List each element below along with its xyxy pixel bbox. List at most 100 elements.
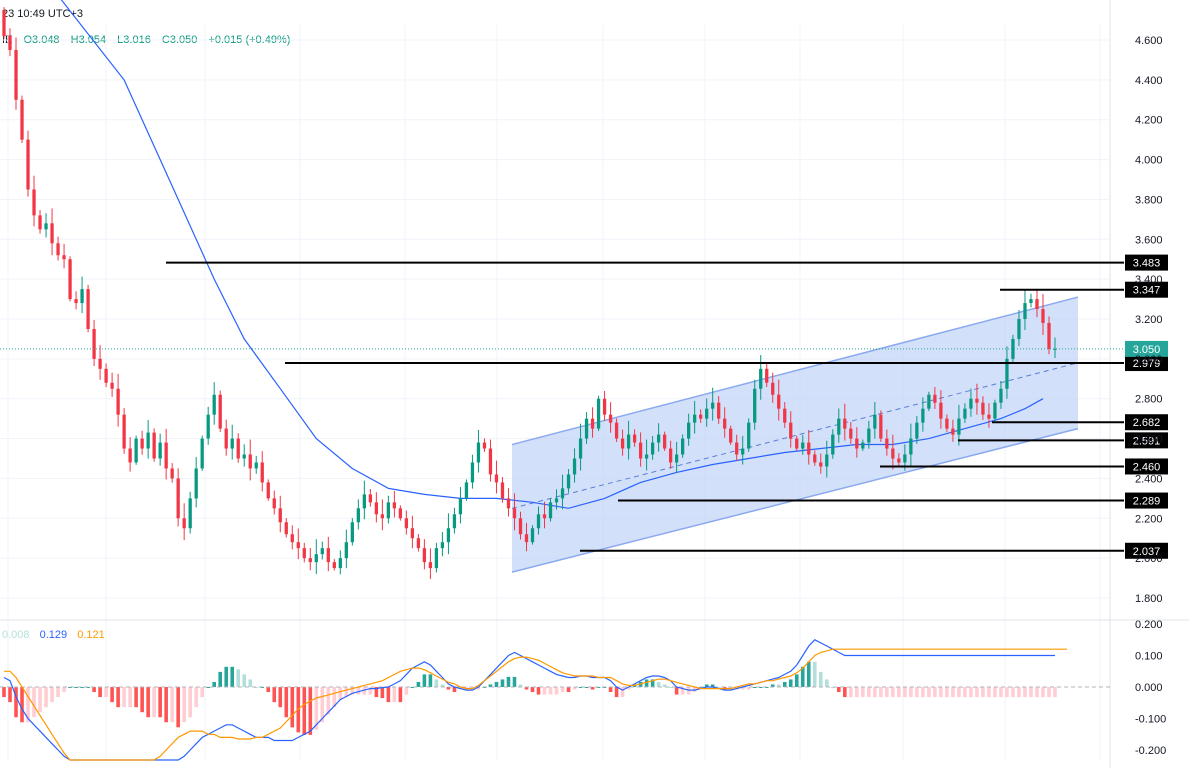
macd-histogram-bar xyxy=(975,687,979,698)
candle xyxy=(656,423,661,452)
candle-body xyxy=(434,548,439,569)
macd-histogram-bar xyxy=(488,684,493,687)
candle xyxy=(212,382,216,425)
candle xyxy=(602,390,607,421)
macd-histogram-bar xyxy=(788,679,793,687)
macd-histogram-bar xyxy=(554,687,559,695)
macd-histogram-bar xyxy=(32,687,36,718)
macd-histogram-bar xyxy=(404,687,409,695)
candle xyxy=(194,457,198,508)
macd-histogram-bar xyxy=(1053,687,1057,698)
candle xyxy=(8,28,12,57)
candle xyxy=(542,501,547,529)
candle-body xyxy=(795,438,799,449)
price-tick-label: 4.600 xyxy=(1135,35,1163,47)
candle xyxy=(855,427,859,458)
candle xyxy=(494,460,499,494)
candle-body xyxy=(224,428,228,449)
macd-histogram-bar xyxy=(170,687,174,723)
candle xyxy=(434,542,439,573)
candle-body xyxy=(849,428,853,439)
level-label-bg xyxy=(1125,542,1168,559)
price-tick-label: 1.800 xyxy=(1135,593,1163,605)
candle xyxy=(332,559,336,571)
candle-body xyxy=(284,522,288,535)
candle-body xyxy=(590,418,595,429)
candle-body xyxy=(1011,338,1015,359)
price-axis: 4.600 4.400 4.200 4.000 3.800 3.600 3.400 3.200… xyxy=(1135,35,1163,605)
candle-body xyxy=(56,243,60,256)
chart-timestamp: 23 10:49 UTC+3 xyxy=(2,8,84,20)
macd-histogram-bar xyxy=(1011,687,1015,698)
candle xyxy=(290,525,294,550)
candle-body xyxy=(566,474,571,489)
candle xyxy=(867,420,871,449)
candle-body xyxy=(74,299,78,304)
macd-histogram-bar xyxy=(590,687,595,690)
candle-body xyxy=(548,502,553,519)
candle-body xyxy=(789,422,793,439)
macd-histogram-bar xyxy=(452,687,457,693)
candle-body xyxy=(338,558,342,569)
candle-body xyxy=(753,388,757,423)
candle-body xyxy=(272,498,276,509)
candle-body xyxy=(458,498,463,515)
macd-histogram-bar xyxy=(428,674,433,687)
candle xyxy=(638,432,643,467)
candle xyxy=(326,536,330,572)
candle-body xyxy=(879,414,883,439)
candle xyxy=(951,419,955,442)
candle xyxy=(500,477,505,503)
macd-histogram-bar xyxy=(752,687,757,688)
macd-histogram-bar xyxy=(2,687,6,698)
macd-histogram-bar xyxy=(626,687,631,690)
candle-body xyxy=(584,418,589,439)
macd-histogram-bar xyxy=(182,687,186,723)
level-label-bg xyxy=(1125,355,1168,372)
macd-histogram-bar xyxy=(740,687,745,690)
candle-body xyxy=(110,382,114,389)
macd-histogram-bar xyxy=(230,666,235,687)
macd-histogram-value: 0.008 xyxy=(2,629,30,641)
macd-histogram-bar xyxy=(344,687,349,698)
candle-body xyxy=(632,434,637,443)
candle-body xyxy=(831,434,835,455)
candle xyxy=(44,213,48,238)
level-label-bg xyxy=(1125,254,1168,271)
price-tick-label: 2.200 xyxy=(1135,513,1163,525)
candle-body xyxy=(554,498,559,503)
candle xyxy=(350,518,354,546)
macd-histogram-bar xyxy=(80,687,84,688)
candle-body xyxy=(717,402,721,419)
level-label-bg xyxy=(1125,458,1168,475)
signal-line-value: 0.121 xyxy=(77,629,105,641)
macd-histogram-bar xyxy=(746,687,751,690)
candle xyxy=(182,503,186,541)
candle-body xyxy=(488,448,493,475)
candle xyxy=(452,507,457,534)
candle-body xyxy=(260,462,264,483)
candle xyxy=(777,379,781,421)
candle xyxy=(939,390,943,429)
candle xyxy=(2,7,6,39)
candle xyxy=(693,400,697,434)
candle xyxy=(464,479,469,501)
candle-body xyxy=(446,528,451,543)
candle xyxy=(783,402,787,428)
candle xyxy=(266,479,270,501)
candle-body xyxy=(765,368,769,383)
macd-histogram-bar xyxy=(200,687,204,698)
macd-histogram-bar xyxy=(536,687,541,695)
candle-body xyxy=(62,255,66,260)
macd-histogram-bar xyxy=(134,687,138,708)
candle-body xyxy=(134,438,138,463)
channel-fill xyxy=(512,297,1078,573)
candle xyxy=(482,438,487,452)
candle xyxy=(608,402,613,433)
candle xyxy=(891,434,895,470)
macd-tick-label: -0.100 xyxy=(1135,714,1166,726)
macd-histogram-bar xyxy=(939,687,943,698)
candle-body xyxy=(927,394,931,409)
candle-body xyxy=(218,394,222,429)
